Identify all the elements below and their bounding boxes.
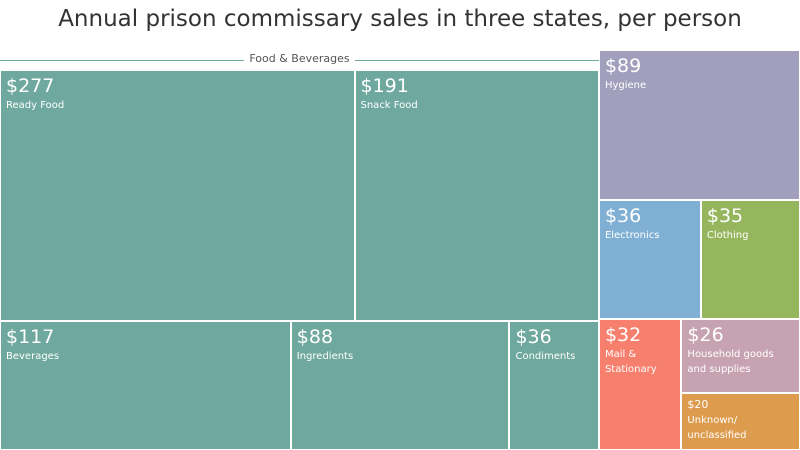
treemap-cell: $89 Hygiene (598, 50, 800, 200)
cell-label: Clothing (706, 229, 749, 241)
treemap-cell: $191 Snack Food (354, 70, 599, 321)
treemap-cell: $20 Unknown/ unclassified (681, 393, 800, 450)
cell-label: Household goods and supplies (687, 348, 774, 375)
cell-label: Electronics (604, 229, 660, 241)
treemap-cell: $32 Mail & Stationary (598, 318, 682, 450)
cell-label: Beverages (6, 350, 60, 362)
value-label: $32 (604, 323, 642, 346)
treemap-cell: $88 Ingredients (290, 320, 510, 450)
treemap-cell: $117 Beverages (0, 320, 291, 450)
value-label: $36 (515, 325, 552, 348)
value-label: $20 (687, 398, 709, 411)
treemap-cell: $277 Ready Food (0, 70, 355, 321)
treemap-cell: $35 Clothing (700, 199, 800, 319)
value-label: $35 (706, 204, 744, 227)
cell-label: Condiments (515, 350, 576, 362)
group-header: Food & Beverages (0, 50, 599, 70)
treemap-cell: $36 Condiments (509, 320, 599, 450)
value-label: $117 (6, 325, 55, 348)
value-label: $26 (687, 323, 724, 346)
group-label: Food & Beverages (244, 52, 355, 65)
value-label: $36 (604, 204, 642, 227)
cell-label: Mail & Stationary (604, 348, 657, 375)
value-label: $89 (604, 55, 642, 77)
value-label: $191 (360, 75, 409, 97)
cell-label: Unknown/ unclassified (687, 415, 747, 441)
cell-label: Hygiene (604, 80, 647, 91)
cell-label: Ingredients (296, 350, 354, 362)
chart-title: Annual prison commissary sales in three … (58, 6, 742, 32)
treemap-cell: $36 Electronics (598, 199, 701, 319)
treemap-cell: $26 Household goods and supplies (681, 318, 800, 393)
value-label: $88 (296, 325, 334, 348)
cell-label: Snack Food (360, 100, 418, 111)
value-label: $277 (6, 75, 55, 97)
cell-label: Ready Food (6, 100, 65, 111)
